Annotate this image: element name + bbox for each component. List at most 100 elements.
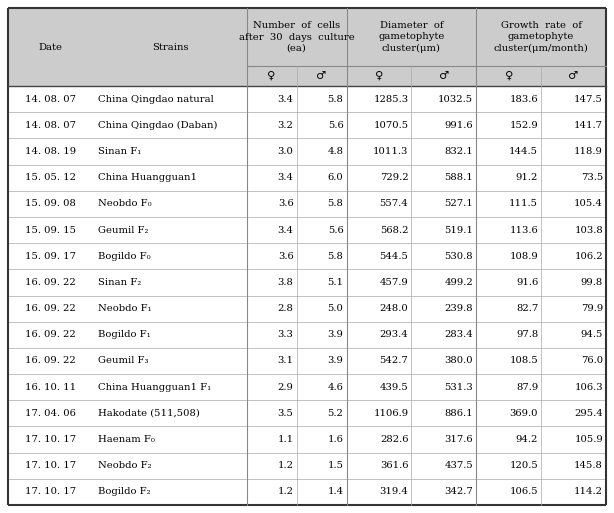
Text: 544.5: 544.5	[379, 252, 408, 261]
Text: 3.4: 3.4	[278, 226, 293, 234]
Text: 886.1: 886.1	[445, 409, 473, 418]
Text: 5.8: 5.8	[328, 200, 343, 208]
Text: 557.4: 557.4	[379, 200, 408, 208]
Text: Haenam F₀: Haenam F₀	[98, 435, 155, 444]
Text: 87.9: 87.9	[516, 383, 538, 391]
Text: 15. 09. 15: 15. 09. 15	[25, 226, 76, 234]
Text: 568.2: 568.2	[380, 226, 408, 234]
Text: 16. 10. 11: 16. 10. 11	[25, 383, 76, 391]
Text: 4.6: 4.6	[328, 383, 343, 391]
Text: 152.9: 152.9	[510, 121, 538, 130]
Text: 239.8: 239.8	[445, 304, 473, 313]
Text: 108.5: 108.5	[510, 357, 538, 365]
Text: 437.5: 437.5	[445, 461, 473, 470]
Text: 2.9: 2.9	[278, 383, 293, 391]
Text: ♂: ♂	[316, 71, 327, 81]
Text: 16. 09. 22: 16. 09. 22	[26, 304, 76, 313]
Text: 147.5: 147.5	[574, 94, 603, 104]
Text: Growth  rate  of
gametophyte
cluster(μm/month): Growth rate of gametophyte cluster(μm/mo…	[494, 21, 589, 53]
Text: 3.6: 3.6	[278, 200, 293, 208]
Text: 293.4: 293.4	[379, 330, 408, 339]
Text: ♀: ♀	[505, 71, 513, 81]
Text: 17. 10. 17: 17. 10. 17	[25, 487, 76, 497]
Text: 145.8: 145.8	[574, 461, 603, 470]
Text: 111.5: 111.5	[509, 200, 538, 208]
Text: 94.2: 94.2	[516, 435, 538, 444]
Text: 542.7: 542.7	[379, 357, 408, 365]
Text: Bogildo F₂: Bogildo F₂	[98, 487, 150, 497]
Text: 105.9: 105.9	[574, 435, 603, 444]
Text: China Huangguan1 F₁: China Huangguan1 F₁	[98, 383, 211, 391]
Text: 4.8: 4.8	[327, 147, 343, 156]
Text: 3.9: 3.9	[328, 357, 343, 365]
Text: 105.4: 105.4	[574, 200, 603, 208]
Text: 79.9: 79.9	[581, 304, 603, 313]
Text: Geumil F₂: Geumil F₂	[98, 226, 148, 234]
Text: 5.0: 5.0	[328, 304, 343, 313]
Text: 91.2: 91.2	[516, 173, 538, 182]
Text: 16. 09. 22: 16. 09. 22	[26, 330, 76, 339]
Text: 342.7: 342.7	[445, 487, 473, 497]
Text: 3.5: 3.5	[278, 409, 293, 418]
Text: 3.9: 3.9	[328, 330, 343, 339]
Text: Sinan F₂: Sinan F₂	[98, 278, 141, 287]
Text: 1.2: 1.2	[278, 487, 293, 497]
Text: 1011.3: 1011.3	[373, 147, 408, 156]
Text: 317.6: 317.6	[445, 435, 473, 444]
Text: 1.4: 1.4	[327, 487, 343, 497]
Text: 1285.3: 1285.3	[373, 94, 408, 104]
Text: 588.1: 588.1	[445, 173, 473, 182]
Bar	[8, 8, 606, 86]
Text: ♀: ♀	[267, 71, 276, 81]
Text: Bogildo F₀: Bogildo F₀	[98, 252, 150, 261]
Text: 1.5: 1.5	[327, 461, 343, 470]
Text: 3.4: 3.4	[278, 173, 293, 182]
Text: 248.0: 248.0	[379, 304, 408, 313]
Text: ♂: ♂	[569, 71, 578, 81]
Text: 3.3: 3.3	[278, 330, 293, 339]
Text: Geumil F₃: Geumil F₃	[98, 357, 148, 365]
Text: 295.4: 295.4	[574, 409, 603, 418]
Text: Strains: Strains	[152, 43, 188, 51]
Text: 3.8: 3.8	[278, 278, 293, 287]
Text: 457.9: 457.9	[379, 278, 408, 287]
Text: 991.6: 991.6	[445, 121, 473, 130]
Text: 3.6: 3.6	[278, 252, 293, 261]
Text: ♀: ♀	[375, 71, 383, 81]
Text: 530.8: 530.8	[445, 252, 473, 261]
Text: China Qingdao natural: China Qingdao natural	[98, 94, 214, 104]
Text: Neobdo F₀: Neobdo F₀	[98, 200, 152, 208]
Text: 16. 09. 22: 16. 09. 22	[26, 278, 76, 287]
Text: 6.0: 6.0	[328, 173, 343, 182]
Text: 531.3: 531.3	[445, 383, 473, 391]
Text: 15. 09. 17: 15. 09. 17	[25, 252, 76, 261]
Text: 729.2: 729.2	[380, 173, 408, 182]
Text: 183.6: 183.6	[510, 94, 538, 104]
Text: 3.4: 3.4	[278, 94, 293, 104]
Text: 283.4: 283.4	[445, 330, 473, 339]
Text: 118.9: 118.9	[574, 147, 603, 156]
Text: 3.1: 3.1	[278, 357, 293, 365]
Text: 14. 08. 07: 14. 08. 07	[25, 94, 76, 104]
Text: 1.2: 1.2	[278, 461, 293, 470]
Text: 91.6: 91.6	[516, 278, 538, 287]
Text: Neobdo F₂: Neobdo F₂	[98, 461, 152, 470]
Text: 113.6: 113.6	[510, 226, 538, 234]
Text: 361.6: 361.6	[380, 461, 408, 470]
Text: 16. 09. 22: 16. 09. 22	[26, 357, 76, 365]
Text: 108.9: 108.9	[510, 252, 538, 261]
Text: 5.2: 5.2	[328, 409, 343, 418]
Text: 527.1: 527.1	[445, 200, 473, 208]
Text: 3.2: 3.2	[278, 121, 293, 130]
Text: 120.5: 120.5	[510, 461, 538, 470]
Text: 3.0: 3.0	[278, 147, 293, 156]
Text: 106.2: 106.2	[574, 252, 603, 261]
Text: 99.8: 99.8	[581, 278, 603, 287]
Text: Date: Date	[39, 43, 63, 51]
Text: Bogildo F₁: Bogildo F₁	[98, 330, 150, 339]
Text: 94.5: 94.5	[581, 330, 603, 339]
Text: 15. 09. 08: 15. 09. 08	[25, 200, 76, 208]
Text: Number  of  cells
after  30  days  culture
(ea): Number of cells after 30 days culture (e…	[239, 21, 354, 53]
Text: 1.6: 1.6	[328, 435, 343, 444]
Text: 5.1: 5.1	[327, 278, 343, 287]
